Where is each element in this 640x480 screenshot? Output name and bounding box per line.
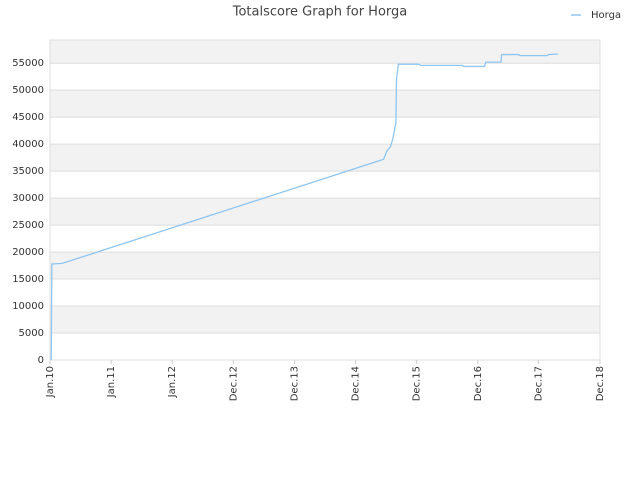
y-tick-label: 35000 [12, 166, 44, 177]
grid-band [50, 306, 600, 334]
x-tick-label: Jan.11 [106, 366, 117, 398]
x-tick-label: Jan.10 [45, 366, 56, 398]
grid-band [50, 198, 600, 226]
x-tick-label: Dec.14 [351, 366, 362, 401]
y-tick-label: 40000 [12, 139, 44, 150]
chart-title: Totalscore Graph for Horga [232, 5, 408, 20]
y-tick-label: 25000 [12, 220, 44, 231]
grid-band [50, 40, 600, 64]
y-tick-label: 5000 [19, 328, 44, 339]
x-tick-label: Dec.18 [595, 366, 606, 401]
legend-label: Horga [591, 10, 621, 21]
y-tick-label: 50000 [12, 85, 44, 96]
x-tick-label: Jan.12 [167, 366, 178, 398]
y-tick-label: 15000 [12, 274, 44, 285]
x-tick-label: Dec.16 [473, 366, 484, 401]
y-tick-label: 45000 [12, 112, 44, 123]
y-tick-label: 0 [38, 355, 44, 366]
x-tick-label: Dec.12 [228, 366, 239, 401]
x-tick-label: Dec.13 [289, 366, 300, 401]
grid-band [50, 144, 600, 172]
data-line [50, 53, 558, 361]
grid-band [50, 252, 600, 280]
y-tick-label: 30000 [12, 193, 44, 204]
y-tick-label: 10000 [12, 301, 44, 312]
x-tick-label: Dec.15 [412, 366, 423, 401]
y-tick-label: 20000 [12, 247, 44, 258]
grid-band [50, 90, 600, 118]
y-tick-label: 55000 [12, 58, 44, 69]
x-tick-label: Dec.17 [533, 366, 544, 401]
